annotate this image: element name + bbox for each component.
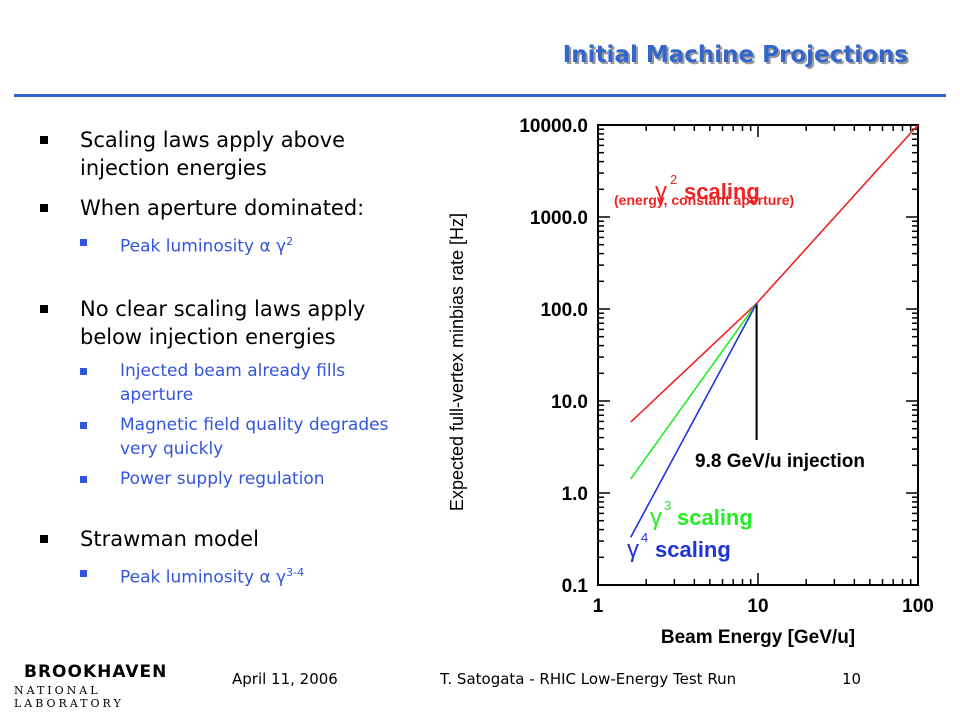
y-tick-label: 0.1 [562,576,589,597]
bullet-square-icon [40,136,48,144]
bullet-square-icon [40,204,48,212]
gamma4-series-line [629,303,758,538]
title-rule [14,94,946,97]
gamma3-exponent: 3 [664,498,671,513]
bullet-square-icon [80,367,87,375]
gamma3-symbol: γ [650,504,662,531]
sub-bullet-peak-lum-g2: Peak luminosity α γ2 [80,230,400,259]
footer-author: T. Satogata - RHIC Low-Energy Test Run [440,670,737,688]
y-tick-label: 1000.0 [530,208,588,229]
sub-bullet-power-supply: Power supply regulation [80,467,400,491]
x-tick-label: 1 [593,596,604,617]
gamma2-label: scaling [684,179,760,204]
gamma2-symbol: γ [655,178,667,205]
logo-subtitle: NATIONAL LABORATORY [14,684,124,710]
bullet-square-icon [40,534,48,543]
x-axis-label: Beam Energy [GeV/u] [661,627,855,648]
footer-page-number: 10 [842,670,862,688]
gamma4-label: scaling [655,537,731,562]
bullet-square-icon [80,569,87,577]
footer-date: April 11, 2006 [232,670,338,688]
gamma4-symbol: γ [627,536,639,563]
gamma2-sublabel: (energy, constant aperture) [614,192,794,208]
bullet-no-clear-laws: No clear scaling laws apply below inject… [40,295,400,351]
gamma2-exponent: 2 [670,172,677,187]
gamma3-label: scaling [677,505,753,530]
bullet-square-icon [80,421,87,429]
x-tick-label: 100 [902,596,934,617]
bullet-square-icon [80,239,87,246]
bullet-aperture: When aperture dominated: [40,194,400,222]
sub-bullet-field-quality: Magnetic field quality degrades very qui… [80,413,400,461]
page-title: Initial Machine Projections [562,42,908,68]
x-tick-label: 10 [747,596,768,617]
bullet-square-icon [80,475,87,483]
bullet-list: Scaling laws apply above injection energ… [40,126,400,595]
gamma3-series-line [630,302,758,480]
gamma4-exponent: 4 [641,530,648,545]
sub-bullet-injected-beam: Injected beam already fills aperture [80,359,400,407]
y-tick-label: 100.0 [540,300,588,321]
bullet-strawman: Strawman model [40,525,400,553]
injection-label: 9.8 GeV/u injection [695,451,865,472]
y-tick-label: 10.0 [551,392,588,413]
brookhaven-logo: BROOKHAVEN NATIONAL LABORATORY [12,662,182,710]
y-tick-label: 1.0 [562,484,588,505]
y-axis-label: Expected full-vertex minbias rate [Hz] [447,213,467,511]
gamma2-series-line [630,124,919,423]
bullet-square-icon [40,304,48,313]
sub-bullet-peak-lum-g34: Peak luminosity α γ3-4 [80,561,400,590]
y-tick-label: 10000.0 [519,116,588,137]
logo-wordmark: BROOKHAVEN [24,662,168,682]
bullet-scaling-laws: Scaling laws apply above injection energ… [40,126,400,182]
